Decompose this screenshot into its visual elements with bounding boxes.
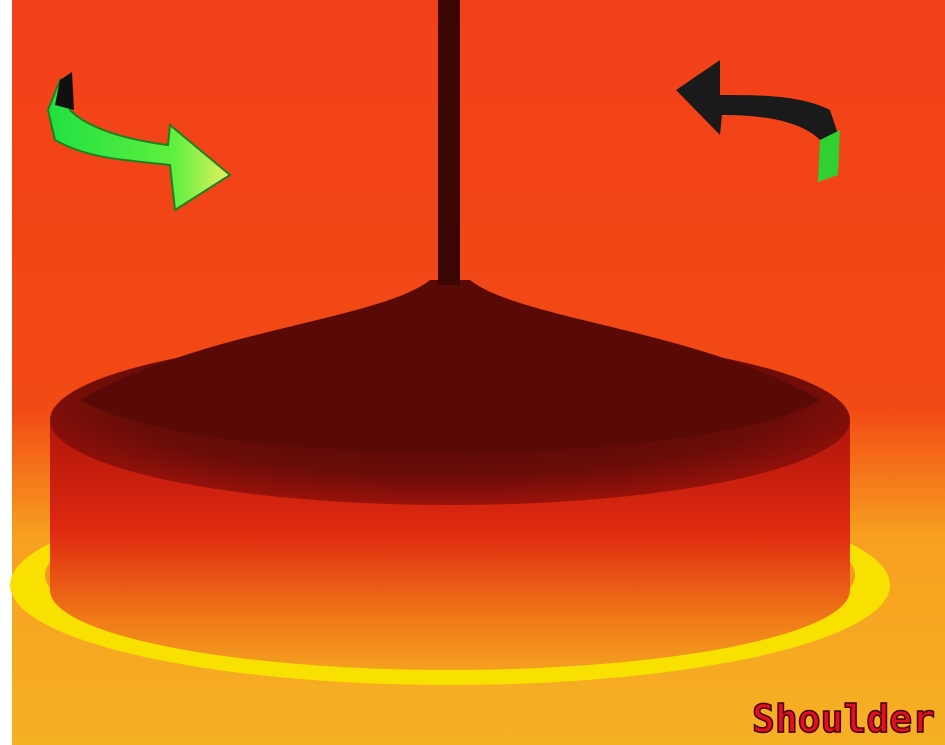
shoulder-label: Shoulder bbox=[752, 697, 935, 741]
seed-rod bbox=[438, 0, 460, 285]
illustration: Shoulder bbox=[0, 0, 945, 745]
